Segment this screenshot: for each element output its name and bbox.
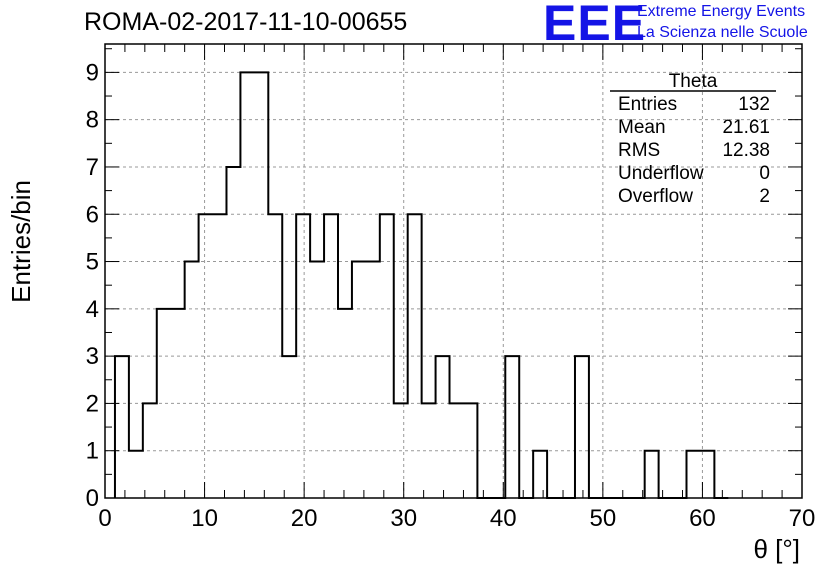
- x-tick-label: 20: [291, 505, 318, 532]
- y-tick-label: 4: [86, 296, 99, 323]
- tick-marks: [104, 44, 803, 499]
- x-tick-label: 50: [590, 505, 617, 532]
- x-tick-label: 30: [390, 505, 417, 532]
- y-tick-label: 7: [86, 154, 99, 181]
- y-tick-label: 1: [86, 438, 99, 465]
- grid-lines: [105, 44, 802, 498]
- y-tick-label: 0: [86, 485, 99, 512]
- stats-title: Theta: [669, 71, 718, 92]
- stats-label: Entries: [618, 94, 677, 115]
- y-tick-label: 3: [86, 343, 99, 370]
- stats-value: 0: [759, 163, 770, 184]
- stats-value: 21.61: [722, 117, 770, 138]
- x-tick-label: 70: [789, 505, 816, 532]
- y-tick-label: 2: [86, 390, 99, 417]
- plot-frame: [104, 43, 803, 499]
- stats-label: RMS: [618, 140, 660, 161]
- logo-subtitle-line2: La Scienza nelle Scuole: [637, 24, 808, 41]
- x-tick-label: 0: [98, 505, 111, 532]
- x-axis-label: θ [°]: [753, 534, 800, 564]
- y-axis-label: Entries/bin: [6, 180, 36, 303]
- x-tick-label: 10: [191, 505, 218, 532]
- stats-value: 132: [738, 94, 770, 115]
- axes: [104, 43, 803, 499]
- chart-title: ROMA-02-2017-11-10-00655: [84, 8, 408, 36]
- eee-logo: EEE: [543, 0, 647, 51]
- stats-value: 2: [759, 186, 770, 207]
- stats-label: Underflow: [618, 163, 704, 184]
- y-tick-label: 9: [86, 59, 99, 86]
- logo-subtitle-line1: Extreme Energy Events: [637, 3, 806, 20]
- y-tick-label: 5: [86, 249, 99, 276]
- y-tick-label: 6: [86, 201, 99, 228]
- x-tick-label: 60: [689, 505, 716, 532]
- stats-value: 12.38: [722, 140, 770, 161]
- x-tick-label: 40: [490, 505, 517, 532]
- stats-label: Overflow: [618, 186, 693, 207]
- stats-label: Mean: [618, 117, 666, 138]
- y-tick-label: 8: [86, 107, 99, 134]
